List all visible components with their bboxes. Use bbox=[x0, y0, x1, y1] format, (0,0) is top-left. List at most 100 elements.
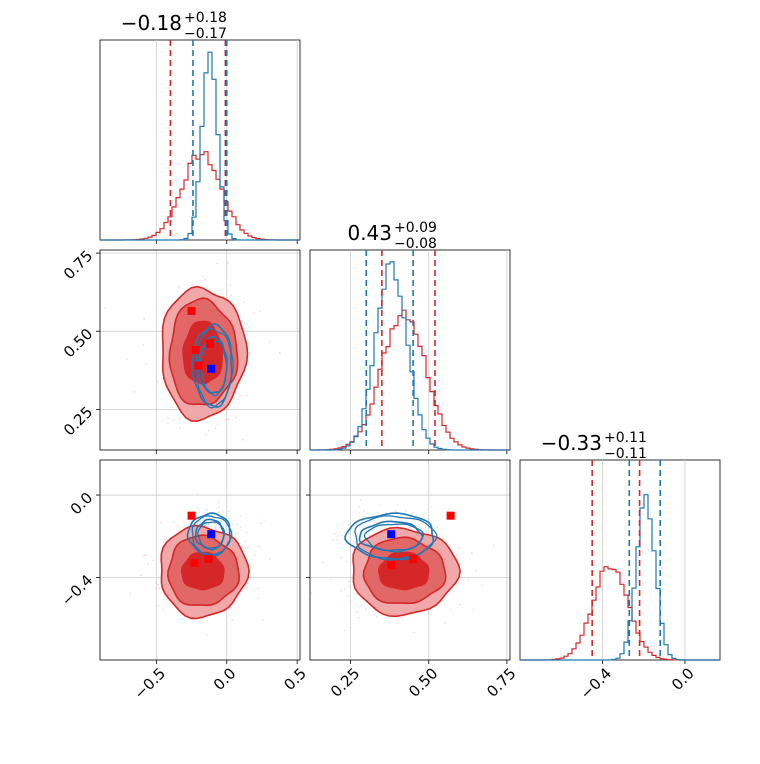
y-tick-label: 0.75 bbox=[60, 247, 96, 283]
red-marker bbox=[446, 511, 455, 520]
sample-point bbox=[412, 511, 414, 514]
sample-point bbox=[206, 524, 208, 526]
sample-point bbox=[379, 504, 381, 506]
sample-point bbox=[226, 409, 228, 412]
panel-frame bbox=[99, 39, 301, 241]
sample-point bbox=[218, 530, 220, 532]
y-tick-label: −0.4 bbox=[58, 571, 96, 609]
sample-point bbox=[363, 508, 365, 511]
sample-point bbox=[178, 427, 181, 429]
sample-point bbox=[388, 622, 391, 624]
sample-point bbox=[379, 529, 381, 531]
sample-point bbox=[199, 521, 202, 523]
sample-point bbox=[145, 554, 147, 556]
sample-point bbox=[475, 570, 478, 572]
sample-point bbox=[188, 524, 190, 526]
sample-point bbox=[258, 545, 260, 548]
sample-point bbox=[371, 529, 373, 532]
sample-point bbox=[215, 527, 217, 530]
sample-point bbox=[258, 310, 261, 313]
sample-point bbox=[396, 504, 399, 506]
histogram-blue bbox=[310, 261, 510, 451]
blue-contour bbox=[186, 512, 232, 557]
sample-point bbox=[436, 527, 439, 529]
sample-point bbox=[363, 516, 366, 518]
sample-point bbox=[246, 587, 249, 589]
sample-point bbox=[126, 358, 128, 361]
sample-point bbox=[242, 439, 244, 441]
sample-point bbox=[172, 419, 175, 421]
sample-point bbox=[361, 605, 363, 607]
sample-point bbox=[369, 520, 371, 523]
sample-point bbox=[394, 522, 396, 524]
sample-point bbox=[232, 524, 234, 526]
sample-point bbox=[358, 506, 361, 508]
red-marker bbox=[194, 361, 203, 370]
sample-point bbox=[183, 520, 185, 523]
sample-point bbox=[197, 522, 199, 524]
sample-point bbox=[268, 340, 271, 343]
sample-point bbox=[143, 554, 145, 557]
sample-point bbox=[217, 423, 219, 425]
sample-point bbox=[366, 512, 369, 514]
sample-point bbox=[257, 587, 259, 590]
sample-point bbox=[205, 521, 207, 523]
sample-point bbox=[381, 516, 383, 519]
sample-point bbox=[215, 526, 217, 528]
y-tick-label: 0.25 bbox=[60, 403, 96, 439]
hist-panel-2: 0.43 +0.09−0.08 bbox=[309, 220, 511, 454]
sample-point bbox=[142, 344, 145, 346]
sample-point bbox=[225, 413, 227, 415]
sample-point bbox=[104, 307, 106, 309]
sample-point bbox=[197, 493, 199, 495]
sample-point bbox=[413, 631, 416, 634]
sample-point bbox=[467, 579, 470, 582]
sample-point bbox=[172, 521, 175, 523]
x-tick-label: 0.75 bbox=[483, 664, 519, 700]
histogram-red bbox=[520, 566, 720, 661]
sample-point bbox=[155, 587, 157, 590]
panel-title-value: 0.43 bbox=[347, 221, 392, 245]
sample-point bbox=[404, 510, 407, 512]
sample-point bbox=[239, 526, 242, 529]
sample-point bbox=[254, 554, 256, 556]
sample-point bbox=[245, 587, 247, 590]
panel-title-plus: +0.18 bbox=[184, 10, 227, 26]
sample-point bbox=[220, 520, 223, 523]
red-marker bbox=[205, 339, 214, 348]
sample-point bbox=[343, 629, 346, 632]
sample-point bbox=[252, 312, 255, 314]
sample-point bbox=[381, 525, 383, 527]
sample-point bbox=[343, 588, 346, 590]
sample-point bbox=[358, 511, 361, 514]
contour-panel-2-3 bbox=[310, 460, 510, 660]
sample-point bbox=[225, 418, 228, 420]
sample-point bbox=[387, 522, 389, 525]
sample-point bbox=[336, 524, 338, 527]
sample-point bbox=[414, 519, 416, 522]
contour-panel-1-3 bbox=[100, 460, 300, 660]
sample-point bbox=[177, 529, 179, 531]
sample-point bbox=[202, 517, 205, 519]
sample-point bbox=[237, 531, 240, 534]
sample-point bbox=[164, 311, 166, 313]
sample-point bbox=[133, 391, 136, 393]
sample-point bbox=[345, 560, 348, 563]
sample-point bbox=[321, 561, 324, 564]
sample-point bbox=[157, 605, 159, 607]
sample-point bbox=[239, 395, 242, 397]
sample-point bbox=[162, 541, 165, 544]
sample-point bbox=[217, 529, 219, 532]
sample-point bbox=[218, 526, 221, 528]
sample-point bbox=[239, 515, 241, 517]
sample-point bbox=[146, 563, 149, 565]
sample-point bbox=[215, 523, 218, 525]
sample-point bbox=[215, 507, 217, 510]
sample-point bbox=[442, 536, 445, 539]
sample-point bbox=[340, 590, 343, 592]
sample-point bbox=[411, 513, 413, 515]
sample-point bbox=[346, 595, 349, 597]
sample-point bbox=[203, 511, 205, 513]
sample-point bbox=[237, 399, 240, 401]
sample-point bbox=[375, 615, 378, 618]
